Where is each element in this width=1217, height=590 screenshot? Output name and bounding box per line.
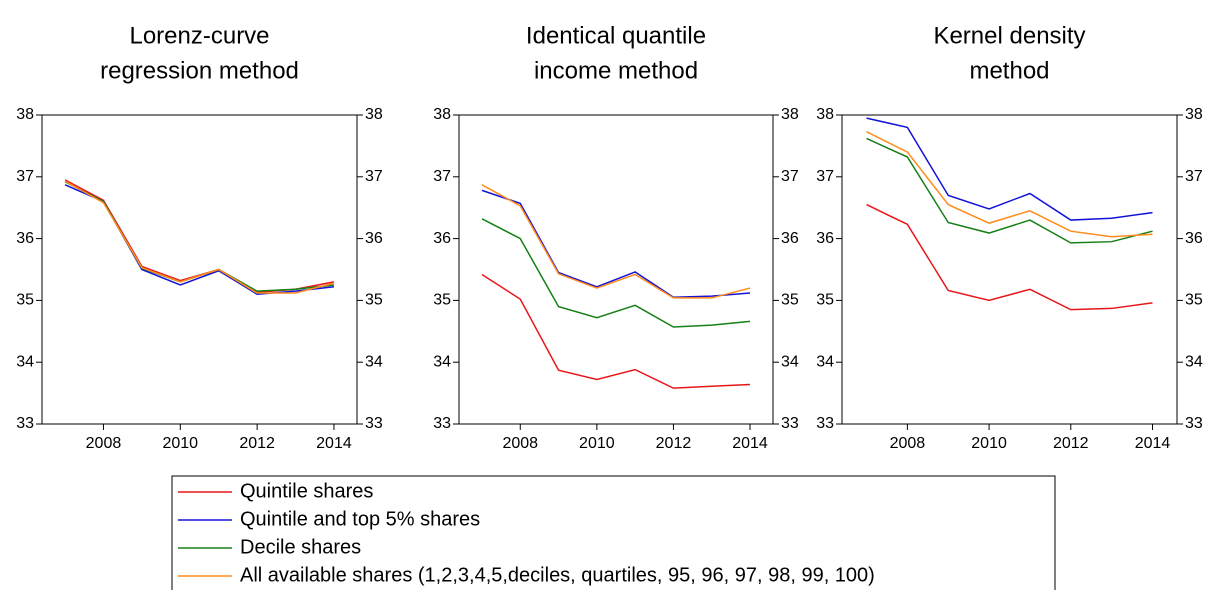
chart-title: Kernel density	[933, 22, 1085, 49]
y2-tick-label: 34	[365, 353, 383, 370]
y-tick-label: 38	[433, 106, 451, 123]
legend-label: Quintile shares	[240, 480, 373, 502]
x-tick-label: 2010	[971, 435, 1007, 452]
y-tick-label: 35	[16, 292, 34, 309]
y-tick-label: 33	[816, 415, 834, 432]
x-tick-label: 2012	[656, 435, 692, 452]
y-tick-label: 38	[16, 106, 34, 123]
y-tick-label: 34	[16, 353, 34, 370]
series-line	[481, 218, 751, 328]
x-tick-label: 2010	[162, 435, 198, 452]
series-line	[866, 137, 1153, 244]
chart-title: income method	[534, 57, 698, 84]
y-tick-label: 33	[433, 415, 451, 432]
series-line	[64, 184, 335, 295]
y2-tick-label: 36	[365, 230, 383, 247]
y-tick-label: 34	[433, 353, 451, 370]
y2-tick-label: 35	[365, 292, 383, 309]
y2-tick-label: 33	[365, 415, 383, 432]
x-tick-label: 2014	[316, 435, 352, 452]
y-tick-label: 33	[16, 415, 34, 432]
x-tick-label: 2012	[1053, 435, 1089, 452]
plot-frame	[458, 114, 774, 425]
series-line	[64, 180, 335, 294]
series-line	[481, 184, 751, 299]
y2-tick-label: 35	[1185, 292, 1203, 309]
y2-tick-label: 38	[365, 106, 383, 123]
y2-tick-label: 34	[781, 353, 799, 370]
y2-tick-label: 37	[781, 168, 799, 185]
y-tick-label: 34	[816, 353, 834, 370]
y2-tick-label: 36	[1185, 230, 1203, 247]
x-tick-label: 2008	[890, 435, 926, 452]
plot-frame	[841, 114, 1178, 425]
series-line	[481, 273, 751, 389]
plot-frame	[41, 114, 358, 425]
series-line	[866, 131, 1153, 238]
chart-title: method	[969, 57, 1049, 84]
series-line	[866, 117, 1153, 221]
chart-title: regression method	[100, 57, 299, 84]
legend-label: All available shares (1,2,3,4,5,deciles,…	[240, 564, 875, 586]
y-tick-label: 37	[16, 168, 34, 185]
y-tick-label: 37	[433, 168, 451, 185]
x-tick-label: 2014	[732, 435, 768, 452]
y2-tick-label: 37	[365, 168, 383, 185]
x-tick-label: 2010	[579, 435, 615, 452]
legend-label: Quintile and top 5% shares	[240, 508, 480, 530]
x-tick-label: 2008	[86, 435, 122, 452]
x-tick-label: 2012	[239, 435, 275, 452]
y-tick-label: 36	[816, 230, 834, 247]
legend-label: Decile shares	[240, 536, 361, 558]
legend-box	[171, 475, 1056, 590]
series-line	[866, 203, 1153, 311]
chart-title: Lorenz-curve	[129, 22, 269, 49]
y-tick-label: 35	[433, 292, 451, 309]
y2-tick-label: 37	[1185, 168, 1203, 185]
y2-tick-label: 33	[781, 415, 799, 432]
y2-tick-label: 34	[1185, 353, 1203, 370]
y-tick-label: 36	[433, 230, 451, 247]
y2-tick-label: 36	[781, 230, 799, 247]
y2-tick-label: 38	[1185, 106, 1203, 123]
y-tick-label: 36	[16, 230, 34, 247]
y2-tick-label: 33	[1185, 415, 1203, 432]
y2-tick-label: 35	[781, 292, 799, 309]
y2-tick-label: 38	[781, 106, 799, 123]
y-tick-label: 35	[816, 292, 834, 309]
y-tick-label: 38	[816, 106, 834, 123]
chart-title: Identical quantile	[526, 22, 706, 49]
x-tick-label: 2014	[1135, 435, 1171, 452]
series-line	[481, 189, 751, 299]
y-tick-label: 37	[816, 168, 834, 185]
x-tick-label: 2008	[502, 435, 538, 452]
